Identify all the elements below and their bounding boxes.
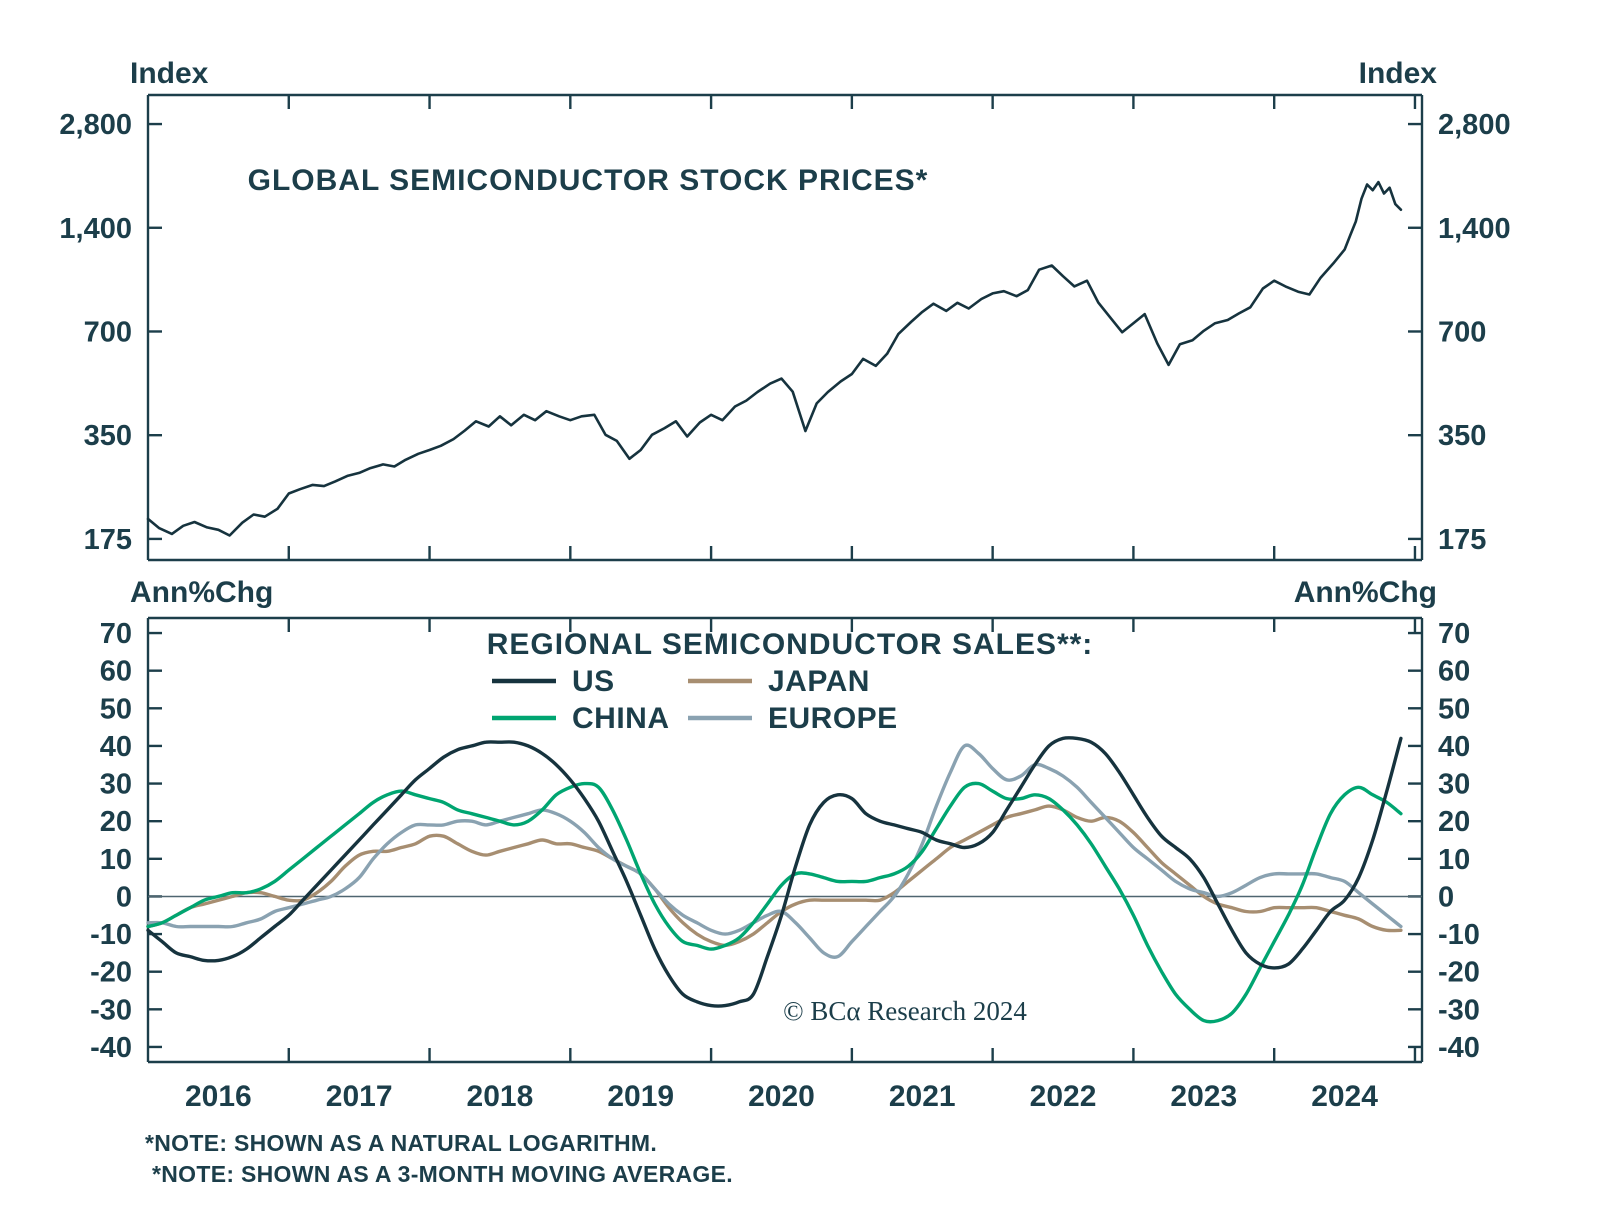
- panel-border: [146, 616, 1424, 1064]
- y-tick-label-left: 40: [100, 731, 132, 763]
- annchg-unit-label-left: Ann%Chg: [130, 576, 274, 609]
- y-tick-label-left: 50: [100, 693, 132, 725]
- legend-label-europe: EUROPE: [768, 702, 898, 735]
- y-tick-label-left: 350: [84, 420, 132, 452]
- x-year-label: 2019: [607, 1080, 674, 1113]
- y-tick-label-left: 0: [116, 881, 132, 913]
- annchg-unit-label-right: Ann%Chg: [1293, 576, 1437, 609]
- y-tick-label-right: 350: [1438, 420, 1486, 452]
- bca-research-watermark: © BCα Research 2024: [783, 996, 1027, 1026]
- x-year-label: 2023: [1170, 1080, 1237, 1113]
- y-tick-label-right: 20: [1438, 806, 1470, 838]
- y-tick-label-right: -30: [1438, 994, 1480, 1026]
- legend-label-japan: JAPAN: [768, 665, 870, 698]
- y-tick-label-right: 60: [1438, 656, 1470, 688]
- sales-chart-title: REGIONAL SEMICONDUCTOR SALES**:: [486, 628, 1094, 661]
- y-tick-label-left: 700: [84, 316, 132, 348]
- x-year-label: 2017: [326, 1080, 393, 1113]
- x-year-label: 2018: [467, 1080, 534, 1113]
- y-tick-label-left: 2,800: [59, 109, 132, 141]
- y-tick-label-right: 10: [1438, 844, 1470, 876]
- index-unit-label-right: Index: [1358, 57, 1437, 90]
- y-tick-label-right: 30: [1438, 769, 1470, 801]
- y-tick-label-right: -20: [1438, 957, 1480, 989]
- y-tick-label-left: 20: [100, 806, 132, 838]
- legend-label-us: US: [572, 665, 615, 698]
- y-tick-label-left: 175: [84, 524, 132, 556]
- y-tick-label-left: 70: [100, 618, 132, 650]
- y-tick-label-left: -10: [90, 919, 132, 951]
- footnote-natural-log: *NOTE: SHOWN AS A NATURAL LOGARITHM.: [145, 1130, 658, 1156]
- y-tick-label-right: -10: [1438, 919, 1480, 951]
- series-line-global-semiconductor-stock-prices: [146, 180, 1403, 537]
- y-tick-label-right: 175: [1438, 524, 1486, 556]
- series-line-japan: [146, 804, 1403, 948]
- y-tick-label-left: 1,400: [59, 213, 132, 245]
- series-line-europe: [146, 743, 1403, 959]
- stock-price-panel: 175 175 350 350 700 700 1,400 1,400 2,800 2,800: [59, 93, 1511, 562]
- y-tick-label-left: -20: [90, 957, 132, 989]
- x-year-label: 2022: [1030, 1080, 1097, 1113]
- legend-label-china: CHINA: [572, 702, 670, 735]
- x-year-label: 2016: [185, 1080, 252, 1113]
- y-tick-label-right: 70: [1438, 618, 1470, 650]
- x-year-label: 2020: [748, 1080, 815, 1113]
- panel-border: [146, 93, 1424, 562]
- y-tick-label-left: 10: [100, 844, 132, 876]
- series-line-us: [146, 736, 1403, 1008]
- series-line-china: [146, 781, 1403, 1024]
- y-tick-label-left: -30: [90, 994, 132, 1026]
- y-tick-label-right: 1,400: [1438, 213, 1511, 245]
- y-tick-label-right: 700: [1438, 316, 1486, 348]
- y-tick-label-left: -40: [90, 1032, 132, 1064]
- footnote-moving-average: *NOTE: SHOWN AS A 3-MONTH MOVING AVERAGE…: [152, 1161, 733, 1187]
- x-year-label: 2021: [889, 1080, 956, 1113]
- y-tick-label-right: 0: [1438, 881, 1454, 913]
- y-tick-label-right: 2,800: [1438, 109, 1511, 141]
- y-tick-label-right: 40: [1438, 731, 1470, 763]
- y-tick-label-left: 30: [100, 769, 132, 801]
- index-unit-label-left: Index: [130, 57, 209, 90]
- y-tick-label-right: -40: [1438, 1032, 1480, 1064]
- x-year-label: 2024: [1311, 1080, 1378, 1113]
- y-tick-label-left: 60: [100, 656, 132, 688]
- stock-chart-title: GLOBAL SEMICONDUCTOR STOCK PRICES*: [247, 164, 929, 197]
- y-tick-label-right: 50: [1438, 693, 1470, 725]
